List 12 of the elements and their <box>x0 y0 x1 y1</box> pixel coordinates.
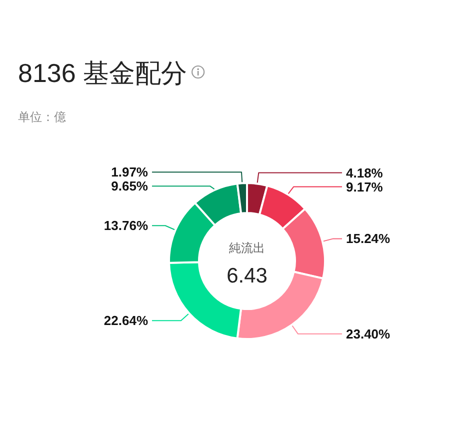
data-label: 15.24% <box>346 231 391 246</box>
chart-title: 8136 基金配分 <box>18 58 188 88</box>
text: 純流出 <box>229 241 265 255</box>
data-label: 22.64% <box>104 313 148 328</box>
data-label: 4.18% <box>346 165 384 180</box>
chart-subtitle: 单位：億 <box>18 110 66 124</box>
data-label: 1.97% <box>111 164 148 180</box>
data-label: 13.76% <box>104 218 148 234</box>
data-label: 9.65% <box>111 178 148 194</box>
text: 6.43 <box>226 264 268 288</box>
data-label: 9.17% <box>346 179 384 194</box>
data-label: 23.40% <box>346 326 391 342</box>
